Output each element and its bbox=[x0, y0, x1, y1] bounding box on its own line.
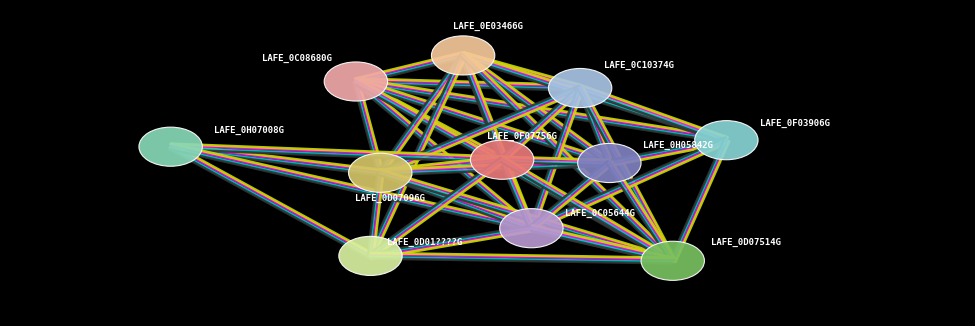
Text: LAFE_0C05644G: LAFE_0C05644G bbox=[565, 209, 635, 218]
Ellipse shape bbox=[548, 68, 612, 108]
Ellipse shape bbox=[349, 153, 411, 192]
Text: LAFE_0C08680G: LAFE_0C08680G bbox=[262, 54, 332, 63]
Ellipse shape bbox=[577, 143, 642, 183]
Ellipse shape bbox=[499, 209, 564, 248]
Text: LAFE_0F07756G: LAFE_0F07756G bbox=[487, 132, 557, 141]
Text: LAFE_0D07096G: LAFE_0D07096G bbox=[355, 194, 425, 203]
Text: LAFE_0H07008G: LAFE_0H07008G bbox=[214, 126, 284, 135]
Ellipse shape bbox=[694, 121, 759, 160]
Ellipse shape bbox=[138, 127, 203, 166]
Text: LAFE_0H05842G: LAFE_0H05842G bbox=[643, 141, 713, 150]
Ellipse shape bbox=[324, 62, 388, 101]
Text: LAFE_0F03906G: LAFE_0F03906G bbox=[760, 119, 830, 128]
Ellipse shape bbox=[470, 140, 534, 179]
Ellipse shape bbox=[642, 241, 704, 280]
Text: LAFE_0D07514G: LAFE_0D07514G bbox=[711, 238, 781, 247]
Ellipse shape bbox=[339, 236, 402, 275]
Text: LAFE_0D01????G: LAFE_0D01????G bbox=[386, 238, 462, 247]
Ellipse shape bbox=[431, 36, 494, 75]
Text: LAFE_0E03466G: LAFE_0E03466G bbox=[452, 22, 523, 31]
Text: LAFE_0C10374G: LAFE_0C10374G bbox=[604, 61, 674, 70]
